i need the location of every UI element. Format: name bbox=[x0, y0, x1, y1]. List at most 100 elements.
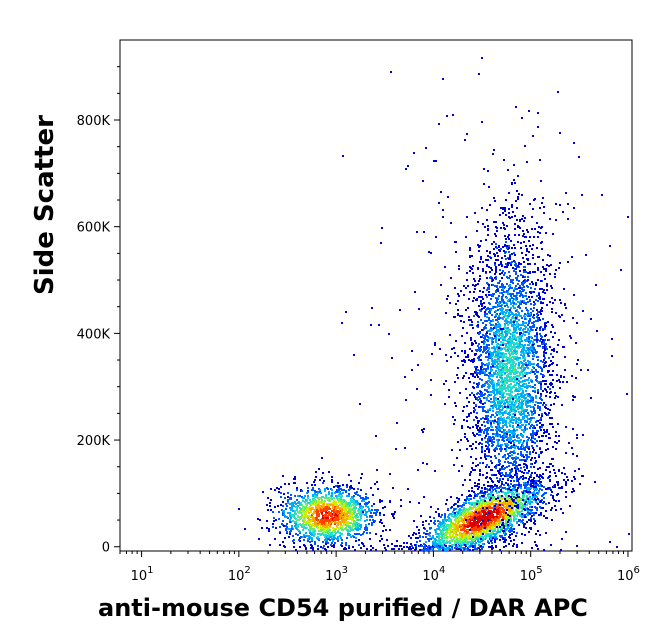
event-point bbox=[345, 542, 347, 544]
event-point bbox=[544, 349, 546, 351]
event-point bbox=[324, 536, 326, 538]
event-point bbox=[520, 419, 522, 421]
event-point bbox=[338, 498, 340, 500]
event-point bbox=[333, 509, 335, 511]
event-point bbox=[469, 549, 471, 551]
event-point bbox=[351, 487, 353, 489]
event-point bbox=[385, 529, 387, 531]
event-point bbox=[497, 495, 499, 497]
event-point bbox=[317, 545, 319, 547]
event-point bbox=[327, 515, 329, 517]
event-point bbox=[510, 438, 512, 440]
event-point bbox=[349, 530, 351, 532]
event-point bbox=[363, 531, 365, 533]
event-point bbox=[304, 515, 306, 517]
event-point bbox=[458, 521, 460, 523]
event-point bbox=[487, 440, 489, 442]
event-point bbox=[466, 511, 468, 513]
event-point bbox=[366, 527, 368, 529]
event-point bbox=[504, 323, 506, 325]
event-point bbox=[548, 502, 550, 504]
event-point bbox=[498, 332, 500, 334]
event-point bbox=[573, 490, 575, 492]
event-point bbox=[535, 299, 537, 301]
event-point bbox=[539, 478, 541, 480]
event-point bbox=[238, 508, 240, 510]
event-point bbox=[550, 509, 552, 511]
event-point bbox=[367, 497, 369, 499]
event-point bbox=[327, 499, 329, 501]
event-point bbox=[291, 515, 293, 517]
event-point bbox=[331, 533, 333, 535]
event-point bbox=[478, 305, 480, 307]
event-point bbox=[309, 506, 311, 508]
event-point bbox=[521, 252, 523, 254]
event-point bbox=[340, 533, 342, 535]
event-point bbox=[393, 513, 395, 515]
event-point bbox=[459, 543, 461, 545]
event-point bbox=[364, 527, 366, 529]
event-point bbox=[554, 484, 556, 486]
event-point bbox=[508, 503, 510, 505]
event-point bbox=[528, 531, 530, 533]
event-point bbox=[430, 538, 432, 540]
event-point bbox=[300, 504, 302, 506]
event-point bbox=[312, 547, 314, 549]
event-point bbox=[359, 519, 361, 521]
event-point bbox=[337, 482, 339, 484]
event-point bbox=[314, 496, 316, 498]
event-point bbox=[523, 482, 525, 484]
event-point bbox=[299, 531, 301, 533]
event-point bbox=[448, 517, 450, 519]
event-point bbox=[477, 514, 479, 516]
event-point bbox=[314, 543, 316, 545]
event-point bbox=[425, 533, 427, 535]
event-point bbox=[550, 494, 552, 496]
event-point bbox=[450, 531, 452, 533]
event-point bbox=[531, 363, 533, 365]
event-point bbox=[517, 502, 519, 504]
event-point bbox=[487, 514, 489, 516]
event-point bbox=[322, 472, 324, 474]
event-point bbox=[483, 538, 485, 540]
event-point bbox=[452, 544, 454, 546]
event-point bbox=[334, 530, 336, 532]
event-point bbox=[490, 429, 492, 431]
event-point bbox=[332, 530, 334, 532]
event-point bbox=[319, 533, 321, 535]
event-point bbox=[523, 526, 525, 528]
event-point bbox=[316, 494, 318, 496]
event-point bbox=[497, 363, 499, 365]
event-point bbox=[345, 524, 347, 526]
event-point bbox=[475, 521, 477, 523]
event-point bbox=[508, 507, 510, 509]
event-point bbox=[289, 507, 291, 509]
event-point bbox=[496, 230, 498, 232]
event-point bbox=[358, 482, 360, 484]
event-point bbox=[362, 543, 364, 545]
event-point bbox=[400, 505, 402, 507]
event-point bbox=[558, 440, 560, 442]
event-point bbox=[536, 316, 538, 318]
event-point bbox=[492, 530, 494, 532]
event-point bbox=[284, 516, 286, 518]
event-point bbox=[369, 538, 371, 540]
event-point bbox=[522, 492, 524, 494]
event-point bbox=[326, 506, 328, 508]
event-point bbox=[346, 484, 348, 486]
event-point bbox=[484, 535, 486, 537]
event-point bbox=[434, 523, 436, 525]
event-point bbox=[315, 471, 317, 473]
event-point bbox=[454, 519, 456, 521]
event-point bbox=[459, 511, 461, 513]
event-point bbox=[375, 549, 377, 551]
event-point bbox=[492, 522, 494, 524]
event-point bbox=[497, 499, 499, 501]
event-point bbox=[530, 439, 532, 441]
event-point bbox=[526, 366, 528, 368]
event-point bbox=[310, 520, 312, 522]
event-point bbox=[508, 510, 510, 512]
event-point bbox=[426, 549, 428, 551]
event-point bbox=[484, 524, 486, 526]
event-point bbox=[548, 265, 550, 267]
